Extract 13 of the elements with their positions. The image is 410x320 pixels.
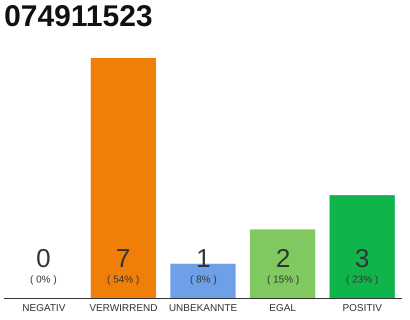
data-label: 7 ( 54% ) bbox=[107, 243, 140, 286]
x-tick-label: VERWIRREND bbox=[89, 303, 158, 314]
bar bbox=[250, 229, 316, 298]
bar bbox=[330, 195, 395, 298]
data-label: 0 ( 0% ) bbox=[30, 243, 57, 286]
chart-title: 074911523 bbox=[4, 0, 153, 33]
x-tick-label: POSITIV bbox=[342, 303, 382, 314]
data-label: 2 ( 15% ) bbox=[267, 243, 300, 286]
x-tick-label: UNBEKANNTE bbox=[168, 303, 238, 314]
x-tick-label: NEGATIV bbox=[22, 303, 66, 314]
bar bbox=[90, 58, 156, 298]
x-tick-label: EGAL bbox=[269, 303, 296, 314]
data-label: 3 ( 23% ) bbox=[346, 243, 378, 286]
